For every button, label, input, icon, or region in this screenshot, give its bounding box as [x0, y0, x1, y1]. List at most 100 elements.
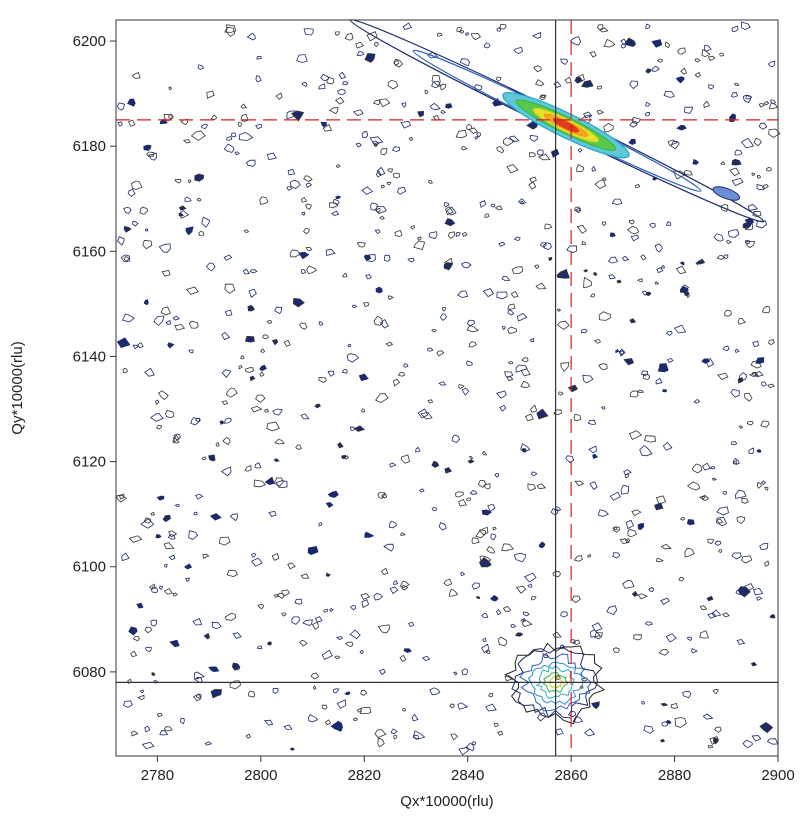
noise-speck: [381, 493, 388, 499]
noise-speck: [552, 631, 562, 638]
noise-speck: [160, 306, 171, 316]
noise-speck: [377, 737, 385, 748]
noise-speck: [702, 713, 714, 720]
noise-speck: [573, 555, 583, 562]
noise-speck: [394, 230, 403, 237]
noise-speck: [622, 579, 635, 589]
noise-speck: [355, 142, 362, 148]
noise-speck: [714, 726, 722, 733]
noise-speck: [443, 202, 450, 208]
noise-speck: [768, 128, 781, 138]
noise-speck: [701, 358, 711, 364]
noise-speck: [511, 266, 524, 275]
noise-speck: [370, 202, 378, 211]
noise-speck: [637, 522, 645, 530]
noise-speck: [141, 741, 155, 750]
noise-speck: [678, 576, 685, 582]
noise-speck: [292, 297, 305, 308]
noise-speck: [255, 123, 263, 130]
noise-speck: [276, 592, 285, 599]
noise-speck: [619, 350, 626, 356]
noise-speck: [359, 650, 364, 655]
noise-speck: [751, 735, 762, 742]
noise-speck: [640, 370, 649, 377]
noise-speck: [301, 211, 306, 216]
noise-speck: [266, 421, 280, 432]
noise-speck: [429, 687, 441, 696]
noise-speck: [556, 320, 570, 330]
noise-speck: [143, 299, 149, 306]
noise-speck: [390, 728, 398, 735]
noise-speck: [281, 589, 290, 597]
noise-speck: [699, 605, 708, 611]
noise-speck: [706, 595, 714, 602]
noise-speck: [686, 481, 701, 491]
noise-speck: [275, 92, 283, 100]
noise-speck: [223, 254, 233, 261]
noise-speck: [458, 498, 468, 507]
noise-speck: [243, 229, 250, 234]
noise-speck: [644, 112, 651, 117]
noise-speck: [670, 141, 680, 150]
noise-speck: [761, 381, 767, 387]
noise-speck: [334, 655, 341, 660]
noise-speck: [629, 390, 639, 398]
noise-speck: [383, 543, 394, 552]
noise-speck: [679, 261, 685, 266]
noise-speck: [709, 466, 716, 470]
noise-speck: [206, 90, 215, 99]
noise-speck: [273, 458, 280, 462]
noise-speck: [417, 110, 424, 118]
noise-speck: [352, 717, 358, 722]
noise-speck: [637, 389, 645, 394]
noise-speck: [686, 636, 693, 642]
noise-speck: [174, 503, 180, 508]
noise-speck: [318, 320, 324, 326]
noise-speck: [736, 639, 746, 645]
noise-speck: [429, 102, 441, 111]
noise-speck: [521, 447, 527, 453]
noise-speck: [374, 729, 387, 739]
noise-speck: [255, 75, 262, 83]
noise-speck: [296, 54, 308, 63]
noise-speck: [651, 65, 660, 72]
noise-speck: [312, 685, 317, 690]
noise-speck: [467, 459, 475, 464]
noise-speck: [534, 264, 540, 270]
noise-speck: [322, 124, 332, 132]
noise-speck: [251, 557, 263, 567]
noise-speck: [481, 612, 489, 618]
noise-speck: [163, 564, 168, 568]
noise-speck: [137, 342, 144, 349]
noise-speck: [441, 307, 447, 312]
noise-speck: [210, 688, 222, 699]
noise-speck: [360, 593, 371, 600]
noise-speck: [158, 243, 171, 253]
noise-speck: [502, 605, 512, 613]
noise-speck: [643, 435, 657, 443]
noise-speck: [750, 661, 758, 667]
noise-speck: [570, 36, 582, 46]
noise-speck: [122, 367, 128, 373]
noise-speck: [732, 457, 740, 465]
plot-frame: [115, 19, 779, 757]
noise-speck: [388, 295, 394, 300]
noise-speck: [504, 371, 514, 378]
noise-speck: [165, 319, 172, 325]
noise-speck: [163, 588, 173, 595]
noise-speck: [576, 225, 587, 234]
noise-speck: [428, 180, 433, 184]
noise-speck: [237, 121, 242, 128]
noise-speck: [657, 363, 669, 373]
noise-speck: [596, 109, 605, 115]
noise-speck: [629, 80, 639, 90]
noise-speck: [655, 557, 664, 563]
noise-speck: [373, 593, 383, 601]
noise-speck: [582, 374, 594, 384]
noise-speck: [741, 582, 755, 593]
noise-speck: [516, 313, 528, 322]
noise-speck: [591, 622, 603, 632]
noise-speck: [167, 342, 175, 349]
noise-speck: [594, 632, 604, 640]
